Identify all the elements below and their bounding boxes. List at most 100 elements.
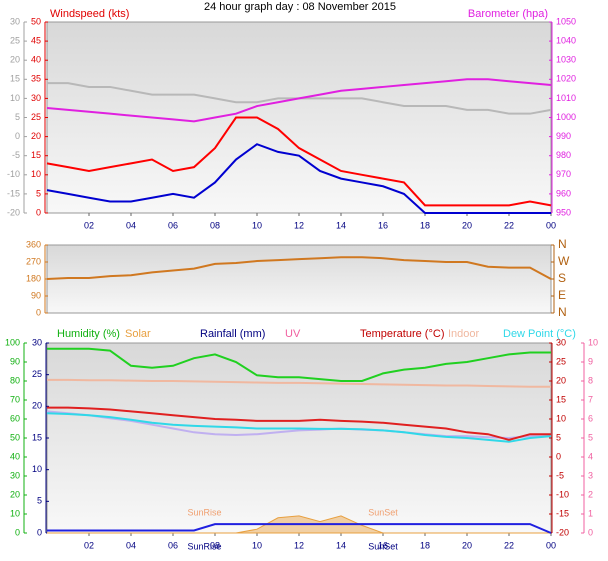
y-tick-label: 9 — [588, 356, 593, 366]
y-tick-label: 10 — [10, 508, 20, 518]
y-tick-label: W — [558, 254, 570, 268]
y-tick-label: -15 — [556, 508, 569, 518]
axis-label: UV — [285, 328, 301, 340]
x-tick-label: 00 — [546, 220, 556, 230]
y-tick-label: -10 — [7, 169, 20, 179]
y-tick-label: N — [558, 237, 567, 251]
line — [47, 378, 551, 388]
x-tick-label: 14 — [336, 220, 346, 230]
y-tick-label: 30 — [10, 470, 20, 480]
line — [47, 347, 551, 382]
y-tick-label: 25 — [556, 356, 566, 366]
y-tick-label: 30 — [32, 337, 42, 347]
y-tick-label: 100 — [5, 337, 20, 347]
line — [46, 256, 552, 280]
y-tick-label: 30 — [31, 93, 41, 103]
annotation: SunSet — [368, 541, 398, 551]
y-tick-label: 20 — [31, 131, 41, 141]
x-tick-label: 04 — [126, 220, 136, 230]
x-tick-label: 08 — [210, 540, 220, 550]
y-tick-label: 20 — [32, 401, 42, 411]
y-tick-label: -15 — [7, 188, 20, 198]
y-tick-label: 10 — [10, 93, 20, 103]
y-tick-label: 80 — [10, 375, 20, 385]
y-tick-label: 15 — [556, 394, 566, 404]
y-tick-label: 270 — [26, 256, 41, 266]
y-tick-label: 20 — [10, 55, 20, 65]
x-tick-label: 20 — [462, 220, 472, 230]
y-tick-label: 15 — [31, 150, 41, 160]
y-tick-label: 1020 — [556, 74, 576, 84]
x-tick-label: 00 — [546, 540, 556, 550]
y-tick-label: 0 — [588, 527, 593, 537]
legend-entry: Indoor — [448, 328, 480, 340]
line — [47, 406, 551, 441]
y-tick-label: 0 — [36, 307, 41, 317]
y-tick-label: 10 — [556, 413, 566, 423]
y-tick-label: 1000 — [556, 112, 576, 122]
line — [46, 116, 552, 207]
y-tick-label: 960 — [556, 188, 571, 198]
axis-label: Humidity (%) — [57, 328, 120, 340]
line — [46, 78, 552, 123]
y-tick-label: 6 — [588, 413, 593, 423]
legend-entry: Solar — [125, 328, 151, 340]
y-tick-label: 0 — [36, 207, 41, 217]
y-tick-label: 20 — [10, 489, 20, 499]
y-tick-label: 25 — [10, 35, 20, 45]
y-tick-label: 5 — [588, 432, 593, 442]
y-tick-label: 50 — [10, 432, 20, 442]
y-tick-label: -10 — [556, 489, 569, 499]
x-tick-label: 10 — [252, 540, 262, 550]
y-tick-label: 40 — [10, 451, 20, 461]
x-tick-label: 14 — [336, 540, 346, 550]
y-tick-label: -20 — [556, 527, 569, 537]
y-tick-label: 360 — [26, 239, 41, 249]
y-tick-label: 50 — [31, 16, 41, 26]
y-tick-label: 990 — [556, 131, 571, 141]
y-tick-label: 5 — [15, 112, 20, 122]
y-tick-label: -5 — [556, 470, 564, 480]
x-tick-label: 16 — [378, 220, 388, 230]
y-tick-label: 1010 — [556, 93, 576, 103]
legend-entry: Dew Point (°C) — [503, 328, 576, 340]
axis-label: Barometer (hpa) — [468, 8, 548, 20]
x-tick-label: 06 — [168, 220, 178, 230]
x-tick-label: 16 — [378, 540, 388, 550]
annotation: SunRise — [187, 541, 221, 551]
y-tick-label: 1030 — [556, 55, 576, 65]
line — [46, 410, 551, 440]
y-tick-label: 35 — [31, 74, 41, 84]
y-tick-label: 0 — [37, 527, 42, 537]
y-tick-label: 1050 — [556, 16, 576, 26]
x-tick-label: 02 — [84, 540, 94, 550]
axis-label: Temperature (°C) — [360, 328, 444, 340]
x-tick-label: 22 — [504, 220, 514, 230]
x-tick-label: 20 — [462, 540, 472, 550]
y-tick-label: N — [558, 305, 567, 319]
y-tick-label: 40 — [31, 55, 41, 65]
plot-area — [46, 244, 552, 314]
y-tick-label: 4 — [588, 451, 593, 461]
x-tick-label: 12 — [294, 220, 304, 230]
y-tick-label: -20 — [7, 207, 20, 217]
y-tick-label: 0 — [15, 131, 20, 141]
x-tick-label: 08 — [210, 220, 220, 230]
y-tick-label: 25 — [32, 369, 42, 379]
y-tick-label: 70 — [10, 394, 20, 404]
y-tick-label: 15 — [32, 432, 42, 442]
y-tick-label: 180 — [26, 273, 41, 283]
y-tick-label: 10 — [32, 464, 42, 474]
y-tick-label: S — [558, 271, 566, 285]
y-tick-label: 3 — [588, 470, 593, 480]
y-tick-label: 1040 — [556, 35, 576, 45]
y-tick-label: 1 — [588, 508, 593, 518]
axis-label: Windspeed (kts) — [50, 8, 129, 20]
line — [46, 143, 551, 214]
y-tick-label: 15 — [10, 74, 20, 84]
y-tick-label: 970 — [556, 169, 571, 179]
y-tick-label: 7 — [588, 394, 593, 404]
line — [46, 412, 552, 443]
y-tick-label: -5 — [12, 150, 20, 160]
